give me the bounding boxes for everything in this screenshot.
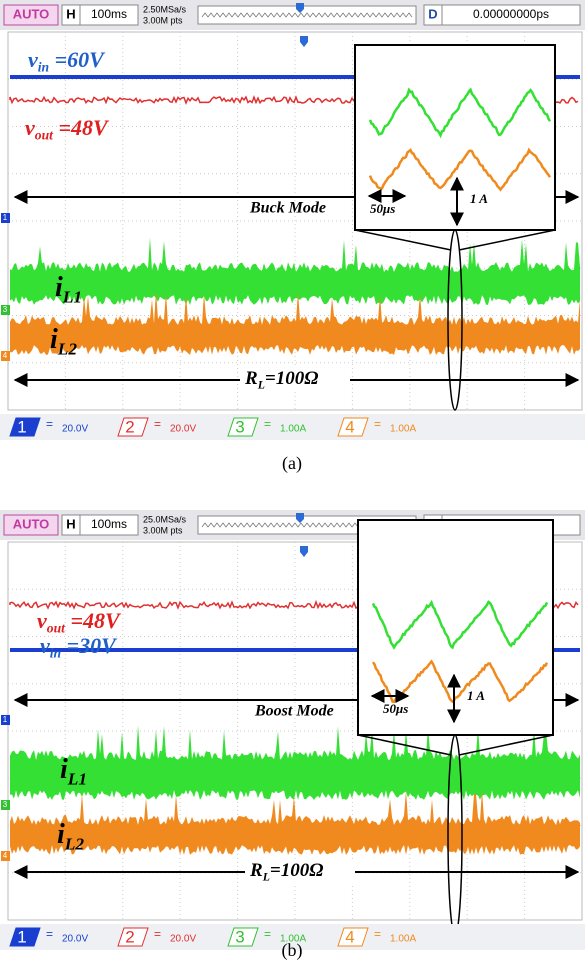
text: =30V bbox=[61, 633, 118, 658]
channel-marker-label: 3 bbox=[3, 305, 8, 314]
points: 3.00M pts bbox=[143, 15, 183, 25]
channel-scale: 1.00A bbox=[280, 424, 306, 435]
channel-coupling: = bbox=[264, 417, 271, 431]
subscript: in bbox=[50, 646, 61, 661]
current-scale: 1 A bbox=[467, 688, 485, 703]
text: =48V bbox=[53, 115, 110, 140]
channel-scale: 20.0V bbox=[170, 424, 196, 435]
h-label: H bbox=[66, 516, 75, 531]
channel-marker-label: 1 bbox=[3, 213, 8, 222]
channel-coupling: = bbox=[374, 927, 381, 941]
channel-number: 2 bbox=[125, 417, 134, 436]
text: =48V bbox=[65, 608, 122, 633]
channel-scale: 20.0V bbox=[170, 934, 196, 945]
channel-number: 4 bbox=[345, 927, 354, 946]
channel-scale: 1.00A bbox=[390, 934, 416, 945]
h-label: H bbox=[66, 6, 75, 21]
channel-scale: 1.00A bbox=[390, 424, 416, 435]
symbol: R bbox=[244, 368, 258, 389]
channel-marker-label: 4 bbox=[3, 851, 8, 860]
symbol: v bbox=[25, 115, 35, 140]
channel-number: 3 bbox=[235, 927, 244, 946]
channel-number: 4 bbox=[345, 417, 354, 436]
symbol: v bbox=[28, 47, 38, 72]
symbol: v bbox=[40, 633, 50, 658]
channel-coupling: = bbox=[46, 417, 53, 431]
channel-number: 1 bbox=[17, 417, 26, 436]
caption: (b) bbox=[282, 940, 303, 961]
mode: AUTO bbox=[13, 6, 50, 21]
symbol: R bbox=[249, 860, 263, 881]
sample-rate: 25.0MSa/s bbox=[143, 514, 187, 524]
label: RL=100Ω bbox=[244, 368, 318, 391]
channel-coupling: = bbox=[46, 927, 53, 941]
figure: AUTOH100ms2.50MSa/s3.00M ptsD0.00000000p… bbox=[0, 0, 585, 964]
subscript: out bbox=[47, 621, 66, 636]
text: =60V bbox=[49, 47, 106, 72]
channel-coupling: = bbox=[374, 417, 381, 431]
text: =100Ω bbox=[270, 860, 324, 881]
mode: AUTO bbox=[13, 516, 50, 531]
mode-label: Boost Mode bbox=[254, 703, 334, 720]
subscript: L bbox=[262, 870, 270, 883]
current-scale: 1 A bbox=[470, 191, 488, 206]
subscript: L1 bbox=[67, 769, 87, 788]
channel-marker-label: 3 bbox=[3, 800, 8, 809]
scope-panel: AUTO H 100ms 2.50MSa/s3.00M pts D 0.00000000p… bbox=[0, 0, 585, 474]
symbol: v bbox=[37, 608, 47, 633]
subscript: L bbox=[257, 378, 265, 391]
channel-coupling: = bbox=[154, 927, 161, 941]
mode-label: Buck Mode bbox=[249, 200, 326, 217]
channel-scale: 20.0V bbox=[62, 934, 88, 945]
channel-number: 2 bbox=[125, 927, 134, 946]
channel-number: 3 bbox=[235, 417, 244, 436]
sample-rate: 2.50MSa/s bbox=[143, 4, 187, 14]
caption: (a) bbox=[282, 453, 302, 474]
d-label: D bbox=[428, 6, 437, 21]
label: RL=100Ω bbox=[249, 860, 323, 883]
subscript: out bbox=[35, 128, 54, 143]
channel-coupling: = bbox=[264, 927, 271, 941]
channel-marker-label: 4 bbox=[3, 351, 8, 360]
channel-coupling: = bbox=[154, 417, 161, 431]
points: 3.00M pts bbox=[143, 525, 183, 535]
subscript: in bbox=[38, 60, 49, 75]
timebase: 100ms bbox=[91, 7, 127, 21]
delay: 0.00000000ps bbox=[473, 7, 549, 21]
timebase: 100ms bbox=[91, 517, 127, 531]
subscript: L2 bbox=[57, 339, 78, 358]
time-scale: 50μs bbox=[383, 701, 408, 716]
text: =100Ω bbox=[265, 368, 319, 389]
channel-marker-label: 1 bbox=[3, 715, 8, 724]
channel-number: 1 bbox=[17, 927, 26, 946]
subscript: L1 bbox=[62, 287, 82, 306]
subscript: L2 bbox=[64, 834, 85, 853]
channel-scale: 20.0V bbox=[62, 424, 88, 435]
time-scale: 50μs bbox=[370, 201, 395, 216]
